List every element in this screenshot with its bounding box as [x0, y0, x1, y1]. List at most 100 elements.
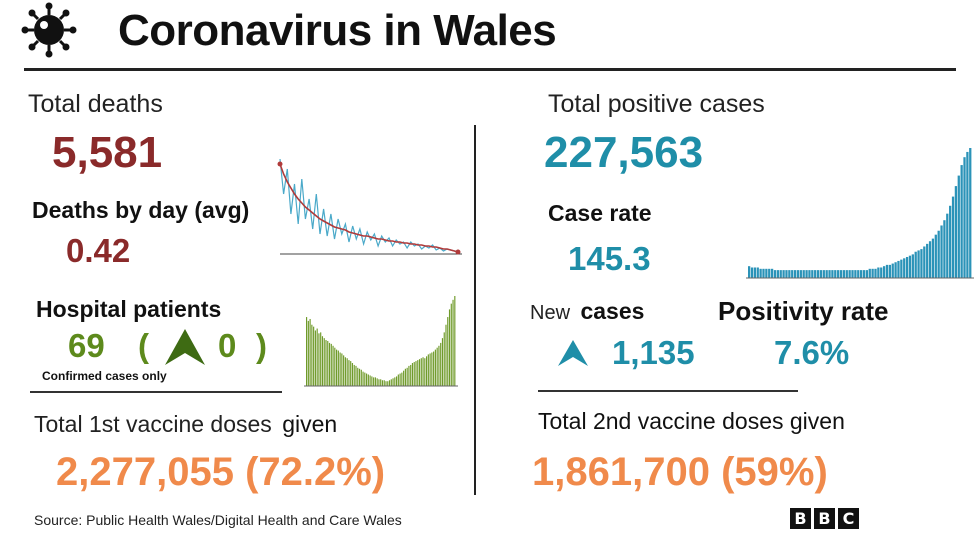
hospital-bar	[450, 303, 452, 386]
new-cases-label-cases: cases	[580, 298, 645, 324]
hospital-paren-close: )	[256, 327, 267, 364]
cases-bar	[802, 270, 805, 278]
hospital-bar	[404, 368, 406, 386]
hospital-bar	[438, 345, 440, 386]
hospital-bar	[364, 372, 366, 386]
hospital-bar	[373, 377, 375, 386]
cases-bar	[854, 270, 857, 278]
deaths-start-point	[277, 161, 283, 167]
vaccine1-label-given: given	[282, 411, 338, 437]
hospital-bar	[313, 326, 315, 386]
hospital-bar	[440, 342, 442, 386]
hospital-bar	[429, 353, 431, 386]
cases-bar	[931, 238, 935, 278]
new-cases-arrow	[556, 338, 590, 368]
cases-bar	[882, 266, 886, 278]
hospital-bar	[417, 360, 419, 386]
hospital-bar	[343, 355, 345, 386]
cases-bar	[928, 241, 932, 278]
total-deaths-value: 5,581	[52, 128, 163, 177]
hospital-bar	[427, 354, 429, 386]
hospital-paren-open: (	[138, 327, 149, 364]
deaths-daily-line	[279, 158, 459, 253]
hospital-bar	[390, 379, 392, 386]
hospital-bar	[369, 375, 371, 386]
cases-bar	[926, 243, 929, 278]
bbc-logo: B B C	[790, 508, 859, 529]
cases-bar	[770, 268, 774, 278]
vaccine1-value: 2,277,055 (72.2%)	[56, 450, 386, 494]
hospital-bar	[360, 369, 362, 386]
cases-bar	[963, 157, 966, 278]
cases-bar	[793, 270, 797, 278]
hospital-bar	[378, 379, 380, 386]
cases-bar	[877, 267, 880, 278]
cases-bar	[808, 270, 811, 278]
cases-bar	[819, 270, 823, 278]
cases-bar	[834, 270, 837, 278]
hospital-bar	[327, 341, 329, 386]
triangle-up-icon	[165, 329, 205, 365]
hospital-change-value: 0	[218, 327, 237, 364]
cases-bar	[785, 270, 788, 278]
column-divider	[474, 125, 476, 495]
positivity-rate-value: 7.6%	[774, 334, 850, 371]
hospital-bar	[411, 363, 414, 386]
total-cases-label: Total positive cases	[548, 90, 765, 118]
cases-bar	[885, 264, 889, 278]
hospital-underline	[30, 391, 282, 393]
cases-bar	[828, 270, 831, 278]
hospital-bar	[318, 333, 320, 386]
hospital-bar	[443, 332, 445, 386]
cases-bar	[788, 270, 791, 278]
cases-bar	[860, 270, 863, 278]
hospital-bar	[323, 338, 325, 386]
cases-bar	[917, 250, 920, 278]
hospital-bar	[394, 377, 396, 386]
cases-bar	[900, 259, 903, 278]
hospital-bar	[374, 377, 376, 386]
hospital-bar	[434, 349, 436, 386]
cases-bar	[825, 270, 828, 278]
hospital-bar	[328, 342, 331, 386]
hospital-bar	[311, 324, 313, 386]
cases-bar	[911, 254, 914, 278]
deaths-end-point	[455, 249, 461, 255]
vaccine2-label: Total 2nd vaccine doses given	[538, 408, 845, 434]
hospital-bar	[410, 364, 412, 386]
hospital-bar	[351, 363, 354, 386]
hospital-bar	[344, 357, 346, 386]
hospital-bar	[380, 379, 382, 386]
hospital-bar	[348, 360, 350, 386]
hospital-bar	[401, 372, 403, 386]
new-cases-label: New cases	[530, 298, 644, 325]
cases-bar	[905, 256, 909, 278]
hospital-bar	[385, 381, 387, 386]
hospital-bar	[346, 358, 348, 386]
triangle-up-icon	[558, 340, 588, 366]
hospital-bar	[388, 380, 391, 386]
case-rate-value: 145.3	[568, 240, 651, 277]
virus-icon	[21, 2, 77, 58]
cases-bar	[937, 230, 940, 278]
cases-bar	[753, 267, 757, 278]
hospital-bar	[321, 336, 324, 386]
hospital-bar	[445, 324, 447, 386]
hospital-bar	[392, 378, 394, 386]
hospital-bar	[376, 378, 378, 386]
cases-bar	[897, 260, 900, 278]
hospital-bar	[357, 367, 359, 386]
cases-bar	[848, 270, 851, 278]
hospital-bar	[325, 340, 327, 386]
hospital-chart	[304, 296, 458, 387]
hospital-bar	[399, 373, 401, 386]
header-rule	[24, 68, 956, 71]
cases-bar	[759, 268, 762, 278]
hospital-bar	[336, 349, 338, 386]
cases-bar	[923, 246, 926, 278]
hospital-bar	[424, 358, 426, 386]
hospital-bar	[337, 350, 339, 386]
hospital-bar	[403, 370, 405, 386]
cases-bar	[814, 270, 817, 278]
cases-bar	[799, 270, 802, 278]
